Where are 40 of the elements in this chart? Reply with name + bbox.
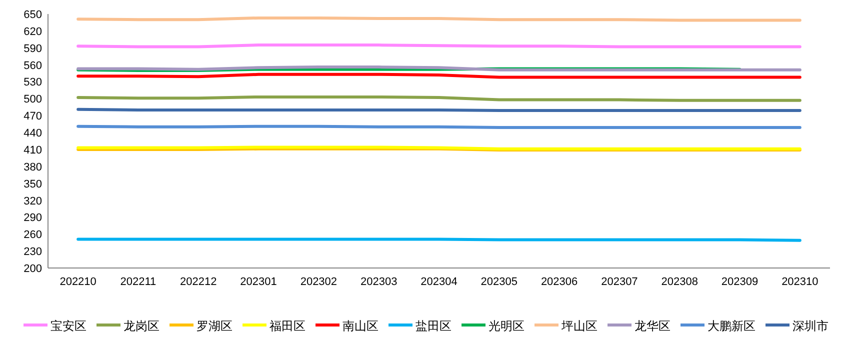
x-tick-label: 202304 <box>420 276 458 288</box>
y-tick-label: 380 <box>24 161 42 174</box>
x-tick-label: 202302 <box>300 276 338 288</box>
legend-label: 大鹏新区 <box>708 319 756 333</box>
y-tick-label: 620 <box>24 26 42 38</box>
legend-label: 宝安区 <box>50 319 86 333</box>
legend-label: 福田区 <box>270 319 306 333</box>
y-tick-label: 590 <box>24 42 42 55</box>
legend-label: 光明区 <box>488 319 524 333</box>
x-tick-label: 202309 <box>721 276 758 288</box>
x-tick-label: 202303 <box>360 276 398 288</box>
legend-label: 南山区 <box>342 319 378 333</box>
y-tick-label: 650 <box>24 9 42 21</box>
x-tick-label: 202308 <box>661 276 698 288</box>
y-tick-label: 350 <box>24 178 42 190</box>
legend-label: 龙华区 <box>634 319 670 333</box>
y-tick-label: 260 <box>24 229 42 242</box>
y-tick-label: 440 <box>24 128 42 140</box>
y-tick-label: 290 <box>24 212 42 224</box>
x-tick-label: 202310 <box>782 276 818 288</box>
y-tick-label: 530 <box>24 76 42 89</box>
x-tick-label: 202306 <box>540 276 578 288</box>
x-tick-label: 202305 <box>480 276 518 288</box>
x-tick-label: 202307 <box>601 276 638 288</box>
legend-label: 龙岗区 <box>124 319 160 333</box>
y-tick-label: 230 <box>24 246 42 258</box>
x-tick-label: 202301 <box>240 276 277 288</box>
legend-label: 罗湖区 <box>196 319 232 333</box>
y-tick-label: 200 <box>24 263 42 275</box>
y-tick-label: 320 <box>24 195 42 208</box>
y-tick-label: 560 <box>24 60 42 72</box>
x-tick-label: 202211 <box>120 276 156 288</box>
y-tick-label: 410 <box>24 144 42 156</box>
legend-label: 深圳市 <box>792 319 828 333</box>
legend-label: 盐田区 <box>416 319 452 333</box>
y-tick-label: 470 <box>24 110 42 123</box>
x-tick-label: 202212 <box>180 276 217 288</box>
x-tick-label: 202210 <box>60 276 96 288</box>
legend-label: 坪山区 <box>560 319 598 333</box>
y-tick-label: 500 <box>24 94 42 106</box>
